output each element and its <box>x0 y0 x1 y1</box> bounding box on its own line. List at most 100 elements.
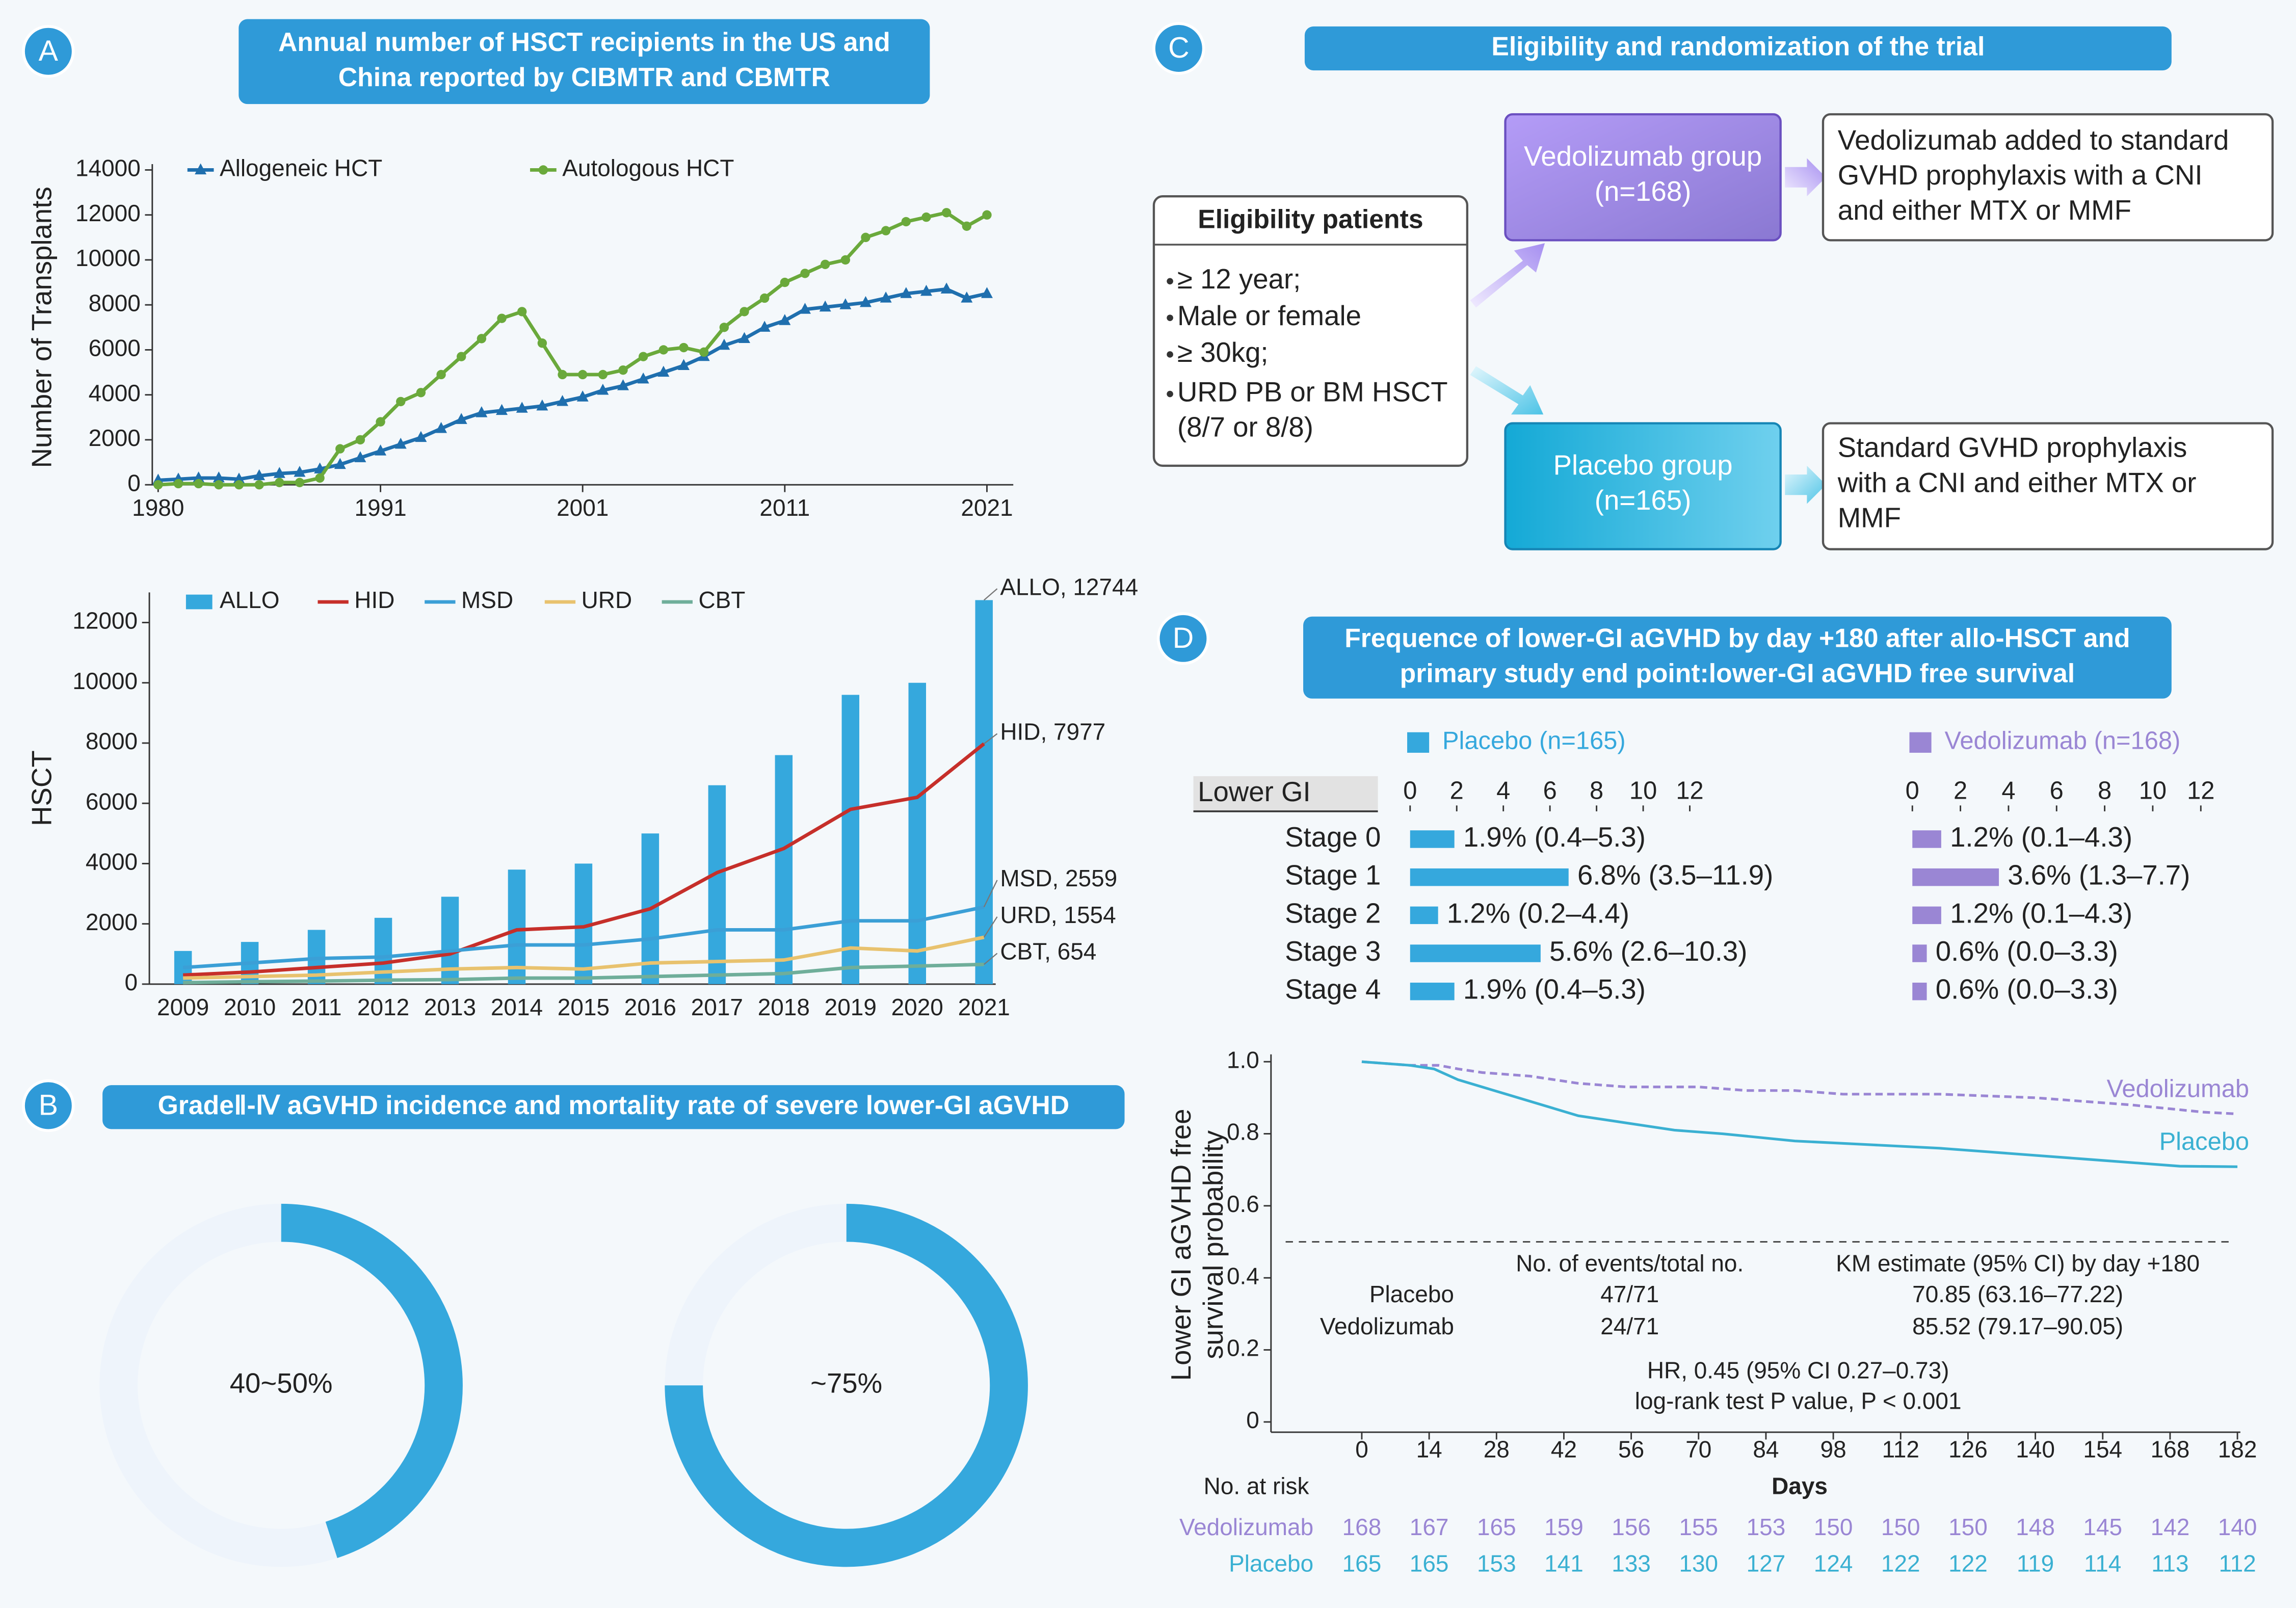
value-label: 0.6% (0.0–3.3) <box>1936 974 2118 1005</box>
leader-line <box>983 588 998 601</box>
value-label: 5.6% (2.6–10.3) <box>1549 936 1747 967</box>
point <box>921 212 931 222</box>
point <box>940 282 953 294</box>
point <box>598 370 608 380</box>
y-tick-label: 14000 <box>75 155 141 181</box>
risk-count: 168 <box>1342 1514 1382 1540</box>
legend-label: ALLO <box>220 587 280 613</box>
description-box <box>1822 113 2274 242</box>
point <box>637 372 649 384</box>
x-tick-label: 2013 <box>424 994 476 1020</box>
point <box>839 298 852 309</box>
point <box>477 334 487 344</box>
risk-count: 113 <box>2151 1550 2188 1577</box>
x-tick-label: 2014 <box>491 994 543 1020</box>
y-axis-label: HSCT <box>27 750 58 826</box>
risk-count: 140 <box>2218 1514 2257 1540</box>
description: MMF <box>1838 503 1901 534</box>
point <box>234 480 244 490</box>
point <box>496 404 508 415</box>
bar <box>975 600 993 984</box>
point <box>699 347 709 357</box>
risk-count: 156 <box>1612 1514 1651 1540</box>
x-tick-label: 2020 <box>891 994 943 1020</box>
x-axis-label: Days <box>1772 1472 1828 1499</box>
leader-line <box>983 916 998 938</box>
panel-title-box <box>1304 26 2172 71</box>
x-tick-label: 2017 <box>691 994 743 1020</box>
point <box>275 478 284 487</box>
risk-count: 165 <box>1342 1550 1382 1577</box>
arrow <box>1785 158 1826 197</box>
point <box>354 451 366 462</box>
legend-label: Placebo (n=165) <box>1442 727 1626 755</box>
point <box>820 259 830 269</box>
risk-count: 153 <box>1477 1550 1516 1577</box>
value-label: 6.8% (3.5–11.9) <box>1577 860 1773 891</box>
series-label: Placebo <box>2159 1128 2249 1155</box>
eligibility-box <box>1152 195 1468 467</box>
x-tick-label: 6 <box>2050 777 2064 804</box>
legend-label: Autologous HCT <box>562 155 734 181</box>
point <box>799 303 811 314</box>
panel-title-box <box>102 1085 1125 1129</box>
risk-count: 122 <box>1948 1550 1988 1577</box>
criterion: URD PB or BM HSCT <box>1177 376 1448 407</box>
bar <box>1410 830 1455 848</box>
y-tick-label: 0 <box>127 469 141 496</box>
x-tick-label: 2 <box>1954 777 1967 804</box>
legend-swatch <box>186 594 213 610</box>
point <box>375 444 387 456</box>
panel-title: GradeⅡ-Ⅳ aGVHD incidence and mortality r… <box>158 1090 1070 1120</box>
panel-label: B <box>39 1089 58 1121</box>
point <box>759 293 770 303</box>
point <box>639 352 648 361</box>
risk-count: 124 <box>1814 1550 1853 1577</box>
point <box>941 208 952 218</box>
risk-count: 119 <box>2017 1550 2054 1577</box>
point <box>315 473 325 483</box>
point <box>576 390 589 402</box>
y-tick-label: 12000 <box>72 608 138 634</box>
x-tick-label: 8 <box>1590 777 1603 804</box>
bullet <box>1167 390 1173 398</box>
legend-marker <box>195 163 207 175</box>
survival-curve <box>1361 1060 2238 1116</box>
value-label: MSD, 2559 <box>1000 865 1117 891</box>
risk-count: 148 <box>2016 1514 2055 1540</box>
x-tick-label: 42 <box>1551 1436 1577 1463</box>
arrow <box>1785 465 1826 504</box>
risk-count: 165 <box>1477 1514 1516 1540</box>
x-tick-label: 1991 <box>354 494 406 521</box>
y-tick-label: 0 <box>1246 1407 1259 1433</box>
leader-line <box>983 953 998 965</box>
value-label: HID, 7977 <box>1000 719 1105 745</box>
criterion: ≥ 12 year; <box>1177 263 1301 295</box>
point <box>617 379 629 390</box>
point <box>334 458 346 469</box>
y-tick-label: 0.8 <box>1227 1119 1259 1145</box>
x-tick-label: 154 <box>2083 1436 2122 1463</box>
panel-title: Frequence of lower-GI aGVHD by day +180 … <box>1344 623 2130 652</box>
risk-count: 122 <box>1881 1550 1920 1577</box>
legend-marker <box>538 165 548 175</box>
group-n: (n=168) <box>1595 176 1692 207</box>
y-tick-label: 1.0 <box>1227 1046 1259 1073</box>
panel-title-box <box>239 19 930 104</box>
description: Standard GVHD prophylaxis <box>1838 432 2187 463</box>
point <box>233 472 245 484</box>
center-label: ~75% <box>810 1368 882 1399</box>
point <box>557 394 569 406</box>
point <box>335 444 345 454</box>
x-tick-label: 12 <box>2187 777 2214 804</box>
donut-segment <box>665 1203 1028 1567</box>
point <box>558 370 567 380</box>
risk-count: 114 <box>2084 1550 2121 1577</box>
y-tick-label: 2000 <box>86 909 138 935</box>
row-header: Lower GI <box>1198 776 1310 807</box>
panel-label: A <box>39 35 59 67</box>
risk-count: 112 <box>2219 1550 2256 1577</box>
x-tick-label: 2021 <box>961 494 1013 521</box>
x-tick-label: 2010 <box>224 994 276 1020</box>
